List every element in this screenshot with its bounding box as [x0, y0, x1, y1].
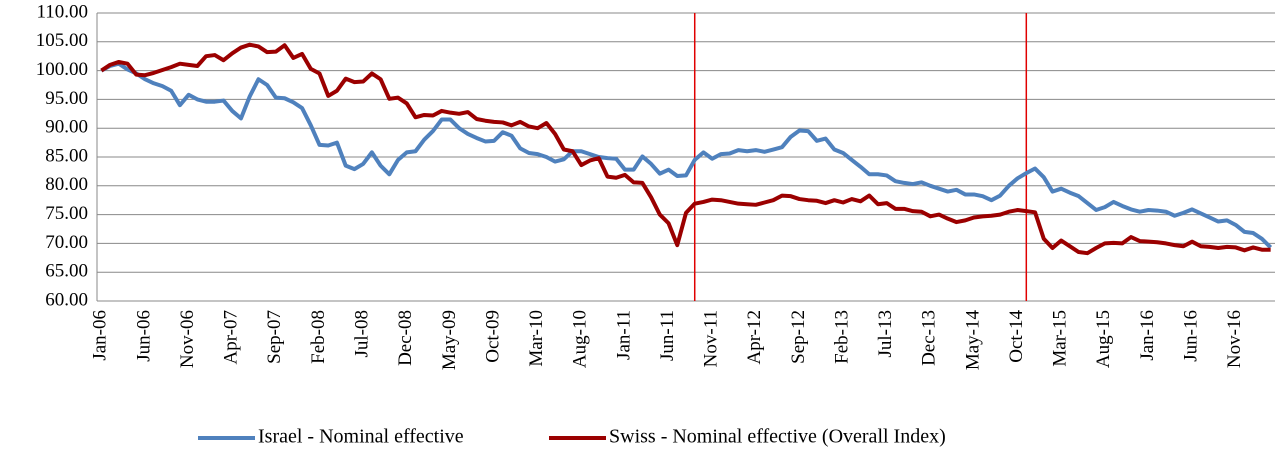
x-tick-label: Oct-09: [482, 310, 503, 363]
y-tick-label: 100.00: [36, 59, 88, 80]
x-tick-label: Jan-11: [613, 310, 634, 360]
legend-label: Israel - Nominal effective: [258, 426, 464, 448]
x-tick-label: Dec-13: [919, 310, 940, 366]
x-tick-label: Feb-13: [831, 310, 852, 364]
x-tick-label: Jul-13: [875, 310, 896, 358]
x-tick-label: Aug-15: [1093, 310, 1114, 368]
series-line: [100, 42, 1271, 256]
x-tick-label: Feb-08: [308, 310, 329, 364]
x-tick-label: Dec-08: [395, 310, 416, 366]
y-tick-label: 85.00: [45, 145, 88, 166]
y-tick-label: 105.00: [36, 30, 88, 51]
x-tick-label: Jun-16: [1180, 310, 1201, 362]
x-tick-label: Mar-15: [1050, 310, 1071, 367]
y-tick-label: 110.00: [36, 1, 88, 22]
x-tick-label: Jan-16: [1137, 310, 1158, 361]
x-tick-label: Oct-14: [1006, 310, 1027, 363]
x-tick-label: Jul-08: [352, 310, 373, 358]
x-tick-label: Mar-10: [526, 310, 547, 367]
x-tick-label: Apr-07: [221, 310, 242, 365]
x-tick-label: May-14: [962, 310, 983, 371]
x-tick-label: Nov-06: [177, 310, 198, 368]
y-tick-label: 75.00: [45, 203, 88, 224]
x-tick-label: Sep-07: [264, 310, 285, 364]
x-tick-label: Jun-11: [657, 310, 678, 361]
y-tick-label: 60.00: [45, 289, 88, 310]
x-tick-label: Sep-12: [788, 310, 809, 364]
y-tick-label: 95.00: [45, 88, 88, 109]
y-tick-label: 70.00: [45, 232, 88, 253]
y-tick-label: 80.00: [45, 174, 88, 195]
x-tick-label: Nov-16: [1224, 310, 1245, 368]
x-tick-label: Nov-11: [701, 310, 722, 367]
x-tick-label: May-09: [439, 310, 460, 370]
series-line: [100, 61, 1273, 249]
x-tick-label: Apr-12: [744, 310, 765, 365]
legend-label: Swiss - Nominal effective (Overall Index…: [609, 426, 946, 448]
y-tick-label: 65.00: [45, 261, 88, 282]
x-tick-label: Jun-06: [133, 310, 154, 362]
x-tick-label: Aug-10: [570, 310, 591, 368]
x-tick-label: Jan-06: [90, 310, 111, 361]
y-tick-label: 90.00: [45, 117, 88, 138]
